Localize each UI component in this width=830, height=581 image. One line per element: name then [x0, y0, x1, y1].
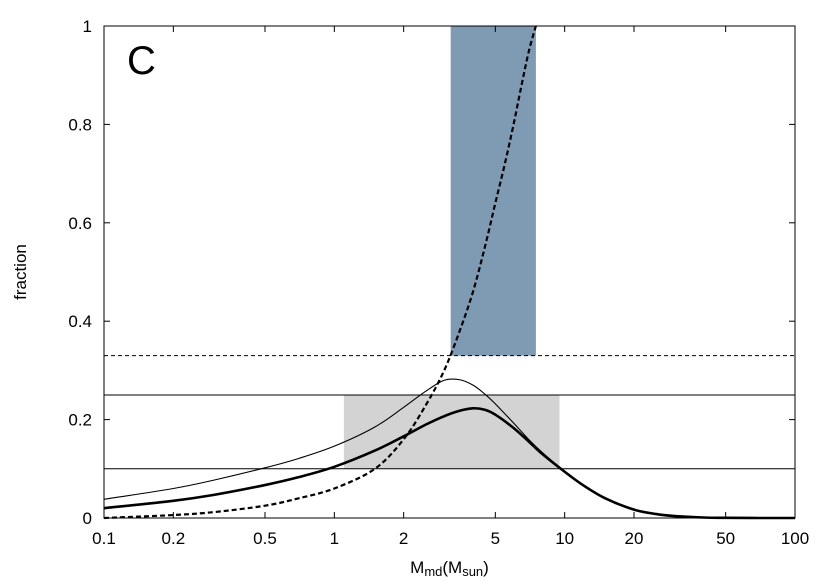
series-line-dashed	[103, 25, 537, 520]
x-tick-label: 0.5	[253, 529, 277, 548]
panel-label: C	[127, 39, 156, 83]
x-axis-label-mid: (M	[442, 558, 462, 577]
y-tick-label: 0.4	[68, 312, 92, 331]
x-tick-label: 50	[716, 529, 735, 548]
y-tick-label: 0.6	[68, 214, 92, 233]
x-tick-label: 0.1	[92, 529, 116, 548]
x-axis-label-sub1: md	[424, 564, 442, 579]
y-axis-label: fraction	[11, 244, 30, 300]
y-tick-label: 0	[83, 509, 92, 528]
bands-layer	[343, 26, 560, 469]
x-tick-label: 5	[491, 529, 500, 548]
x-tick-label: 1	[330, 529, 339, 548]
x-axis-label: Mmd(Msun)	[410, 558, 489, 579]
x-tick-label: 10	[555, 529, 574, 548]
hlines-layer	[104, 355, 795, 470]
plot-frame	[103, 25, 796, 519]
x-tick-label: 100	[781, 529, 809, 548]
x-axis-label-sub2: sun	[462, 564, 483, 579]
x-axis-label-main: M	[410, 558, 424, 577]
gray-band	[343, 395, 560, 469]
series-line-thin	[103, 378, 566, 500]
x-tick-label: 0.2	[162, 529, 186, 548]
series-layer	[103, 25, 796, 520]
y-tick-label: 1	[83, 17, 92, 36]
ticks-layer: 0.1 0.2 0.5 1 2 5 10 20 50 100 0 0.2 0.4 0.6 0.8 1	[68, 17, 809, 548]
y-tick-label: 0.8	[68, 115, 92, 134]
x-axis-label-end: )	[483, 558, 489, 577]
x-tick-label: 20	[625, 529, 644, 548]
x-tick-label: 2	[399, 529, 408, 548]
y-tick-label: 0.2	[68, 411, 92, 430]
series-line-thick	[103, 406, 796, 520]
